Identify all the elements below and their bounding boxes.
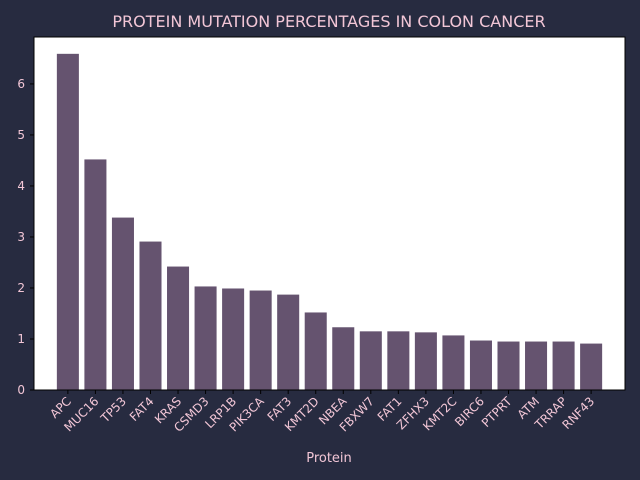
y-tick-label: 0: [17, 383, 25, 397]
bar-muc16: [84, 159, 107, 390]
bar-atm: [525, 341, 548, 390]
bar-nbea: [332, 327, 355, 390]
bar-birc6: [469, 340, 492, 390]
bar-trrap: [552, 341, 575, 390]
bar-lrp1b: [222, 288, 245, 390]
bar-ptprt: [497, 341, 520, 390]
bar-pik3ca: [249, 290, 272, 390]
bar-apc: [56, 53, 79, 390]
bar-tp53: [111, 217, 134, 390]
y-tick-label: 3: [17, 230, 25, 244]
bar-kras: [167, 266, 190, 390]
bar-kmt2d: [304, 312, 327, 390]
y-tick-label: 1: [17, 332, 25, 346]
bars-group: [56, 53, 603, 390]
bar-rnf43: [580, 343, 603, 390]
y-tick-label: 5: [17, 128, 25, 142]
bar-kmt2c: [442, 335, 465, 390]
bar-fat1: [387, 331, 410, 390]
plot-frame: [33, 36, 626, 391]
bar-csmd3: [194, 286, 217, 390]
y-tick-label: 4: [17, 179, 25, 193]
x-axis-label: Protein: [306, 451, 352, 466]
bar-zfhx3: [414, 332, 437, 390]
bar-fat4: [139, 241, 162, 390]
chart-title: PROTEIN MUTATION PERCENTAGES IN COLON CA…: [112, 12, 545, 31]
bar-fbxw7: [359, 331, 382, 390]
y-axis: 0 1 2 3 4 5 6: [17, 77, 34, 397]
y-tick-label: 6: [17, 77, 25, 91]
bar-fat3: [277, 294, 300, 390]
y-tick-label: 2: [17, 281, 25, 295]
